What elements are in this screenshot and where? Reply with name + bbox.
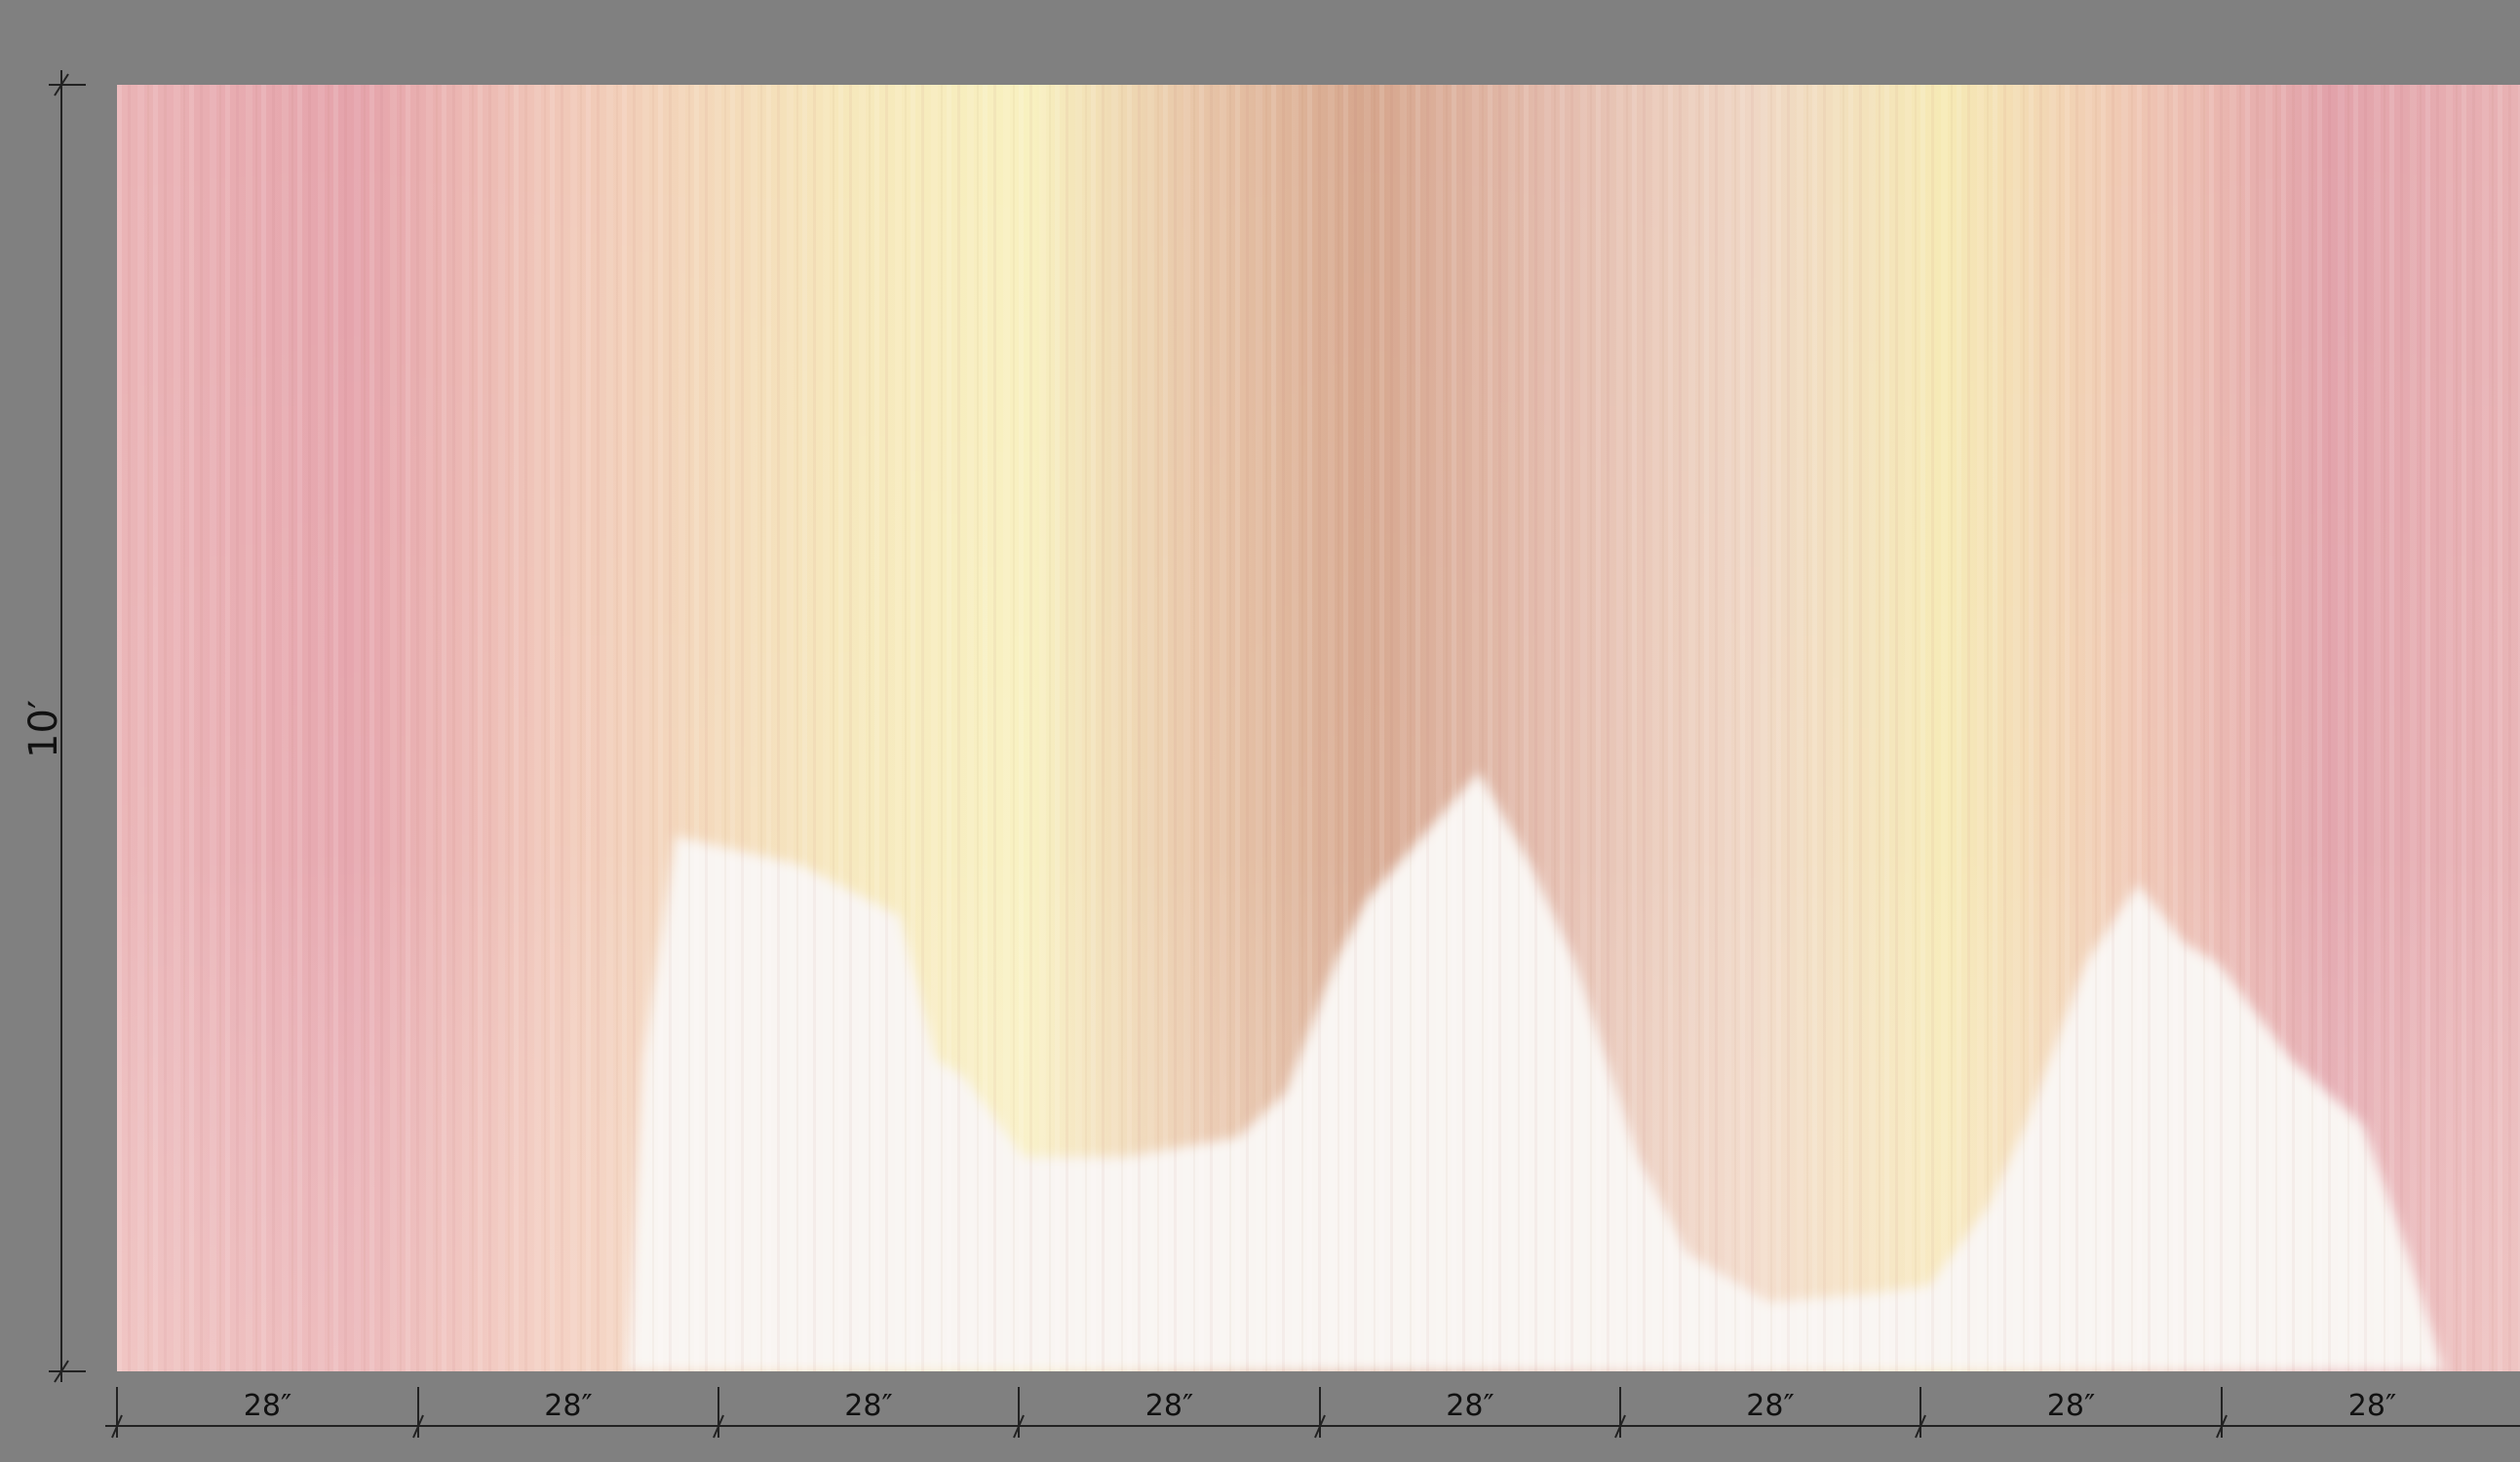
panel-width-label: 28″ — [1144, 1389, 1194, 1423]
panel-width-label: 28″ — [1446, 1389, 1494, 1423]
panel-width-label: 28″ — [243, 1389, 292, 1423]
panel-width-label: 28″ — [844, 1389, 893, 1423]
panel-width-label: 28″ — [1746, 1389, 1795, 1423]
panel-width-label: 28″ — [2046, 1389, 2096, 1423]
mural-artwork — [117, 85, 2520, 1371]
panel-width-label: 28″ — [2347, 1389, 2397, 1423]
panel-width-label: 28″ — [544, 1389, 593, 1423]
height-label: 10′ — [21, 700, 66, 758]
